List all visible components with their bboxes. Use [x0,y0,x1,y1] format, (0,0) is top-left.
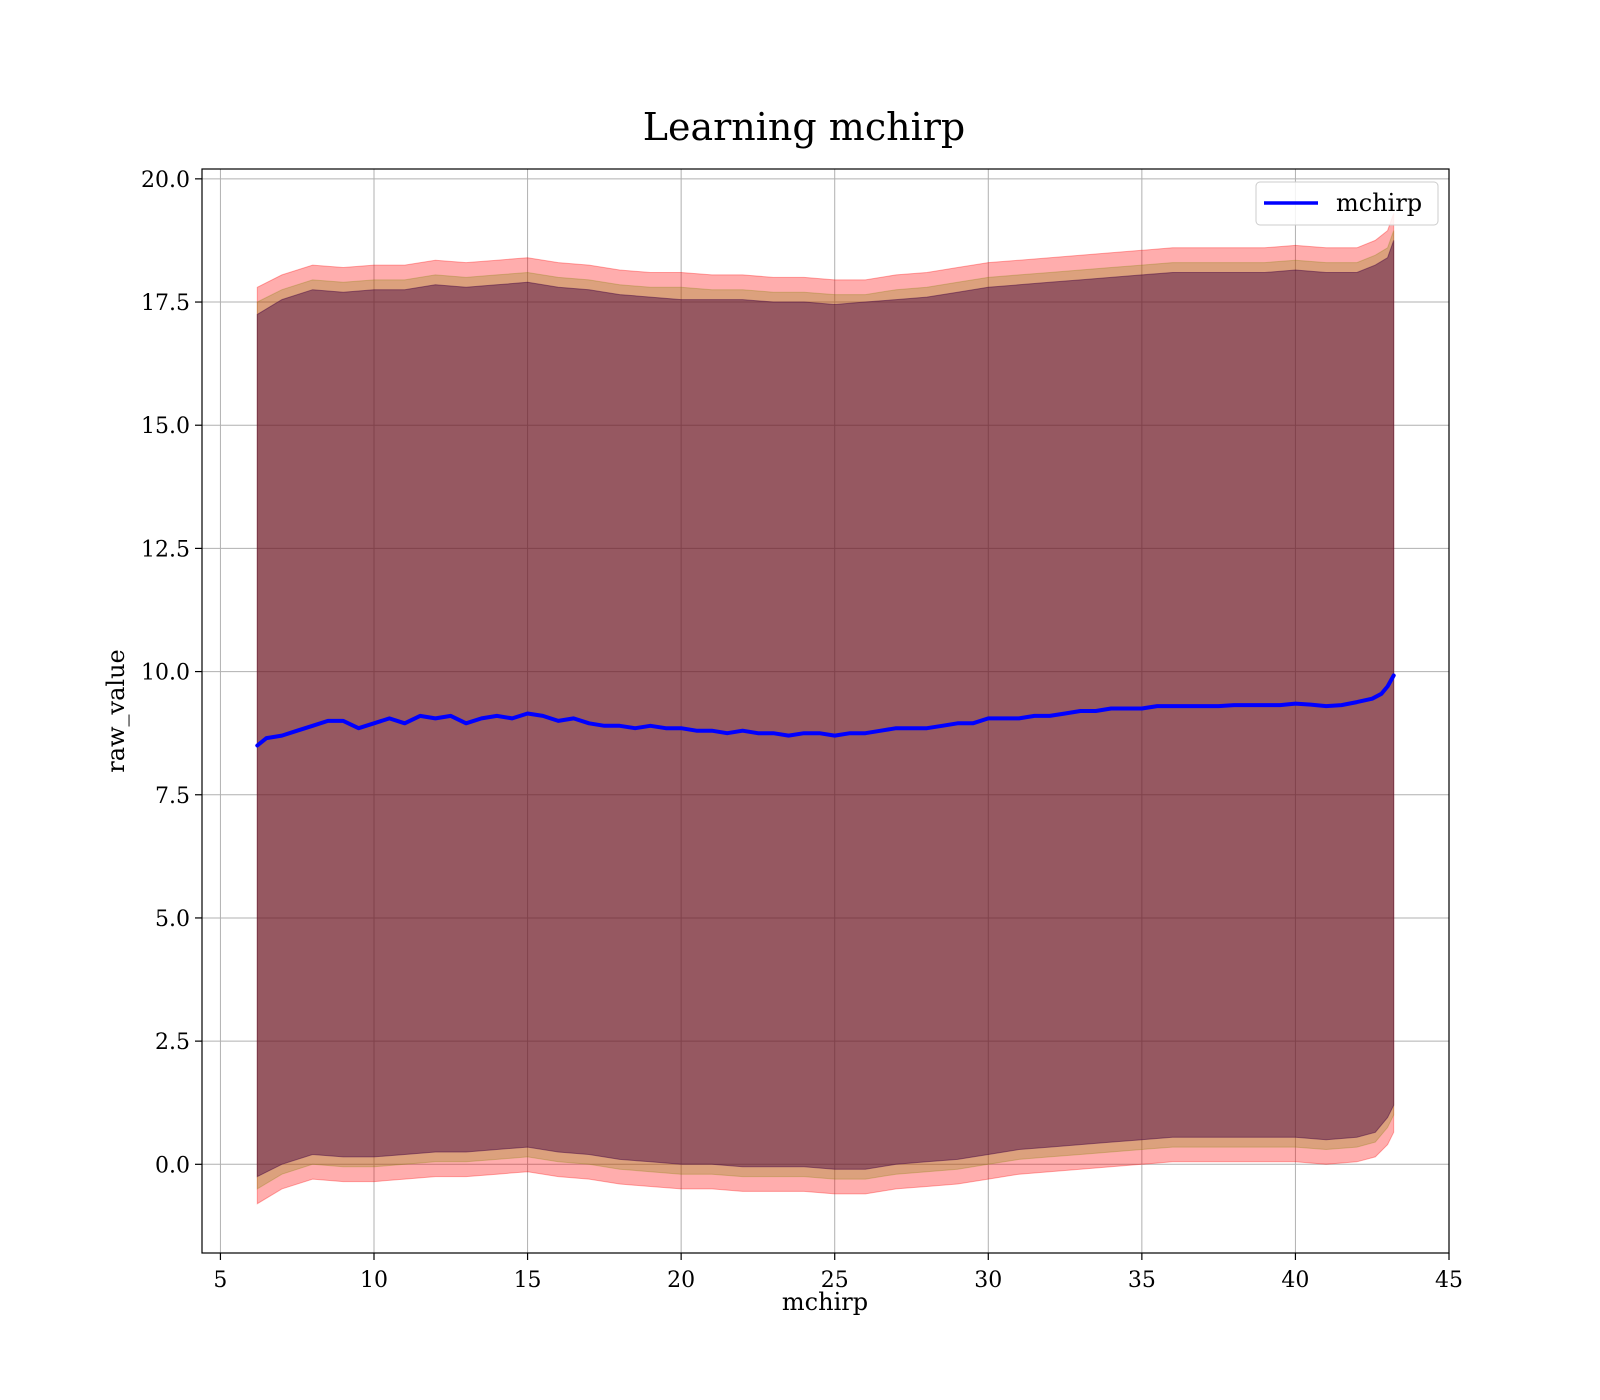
x-tick-label: 30 [974,1268,1002,1293]
y-tick-label: 20.0 [141,168,190,193]
chart-title: Learning mchirp [643,105,965,149]
series-lines [255,673,1396,748]
y-tick-label: 15.0 [141,414,190,439]
x-tick-label: 25 [821,1268,849,1293]
x-axis-ticks: 5 10 15 20 25 30 35 40 45 [213,1253,1463,1293]
confidence-bands [256,213,1395,1205]
x-tick-label: 10 [360,1268,388,1293]
y-tick-label: 0.0 [155,1153,190,1178]
x-axis-label: mchirp [782,1288,868,1316]
y-axis-label: raw_value [102,649,130,773]
band-2 [256,240,1395,1178]
plot-frame [201,168,1450,1254]
legend: mchirp [1255,181,1439,226]
y-tick-label: 17.5 [141,291,190,316]
x-tick-label: 5 [213,1268,227,1293]
y-tick-label: 5.0 [155,907,190,932]
legend-label-mchirp: mchirp [1336,189,1422,217]
y-tick-label: 10.0 [141,661,190,686]
x-tick-label: 15 [514,1268,542,1293]
x-tick-label: 35 [1128,1268,1156,1293]
y-axis-ticks: 0.0 2.5 5.0 7.5 10.0 12.5 15.0 17.5 20.0 [141,168,202,1178]
band-1 [256,230,1395,1190]
x-tick-label: 20 [667,1268,695,1293]
y-tick-label: 7.5 [155,784,190,809]
legend-box [1255,181,1439,226]
x-tick-label: 45 [1435,1268,1463,1293]
x-tick-label: 40 [1281,1268,1309,1293]
series-line-mchirp [255,673,1396,748]
y-tick-label: 2.5 [155,1030,190,1055]
band-0 [256,213,1395,1205]
y-tick-label: 12.5 [141,537,190,562]
